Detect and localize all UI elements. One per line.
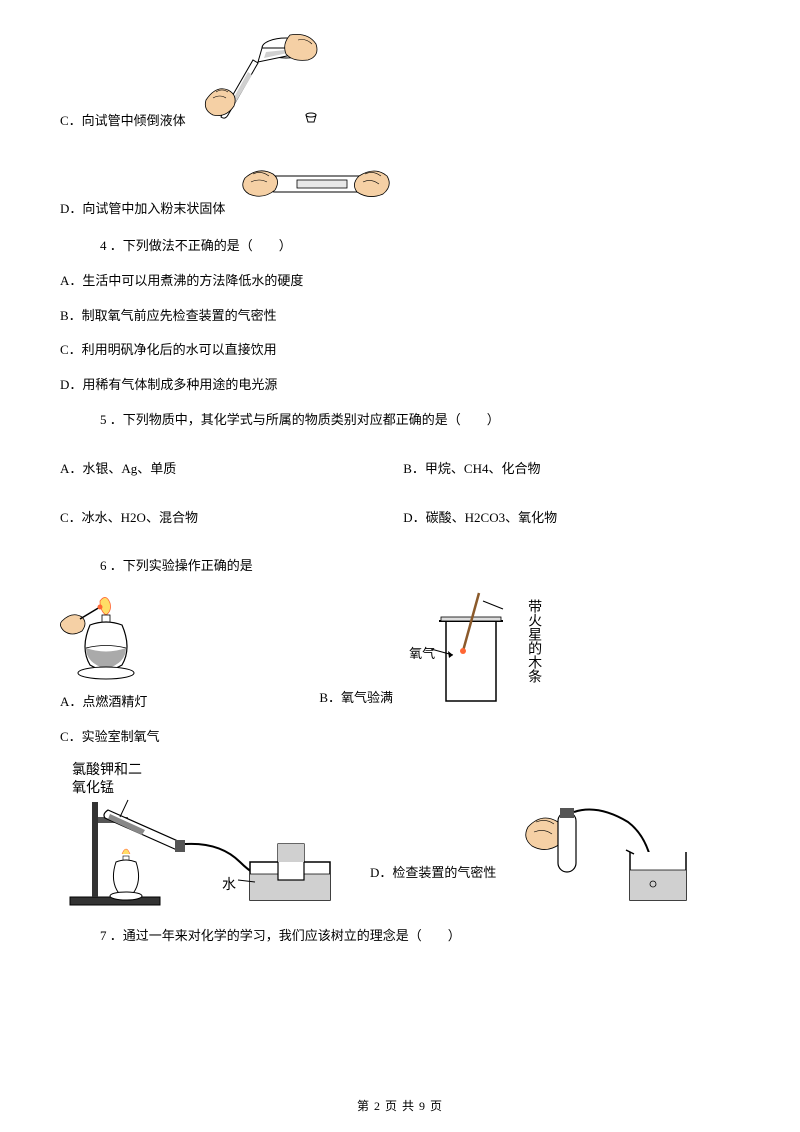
img-pour-liquid xyxy=(198,30,328,130)
q4-b: B．制取氧气前应先检查装置的气密性 xyxy=(60,306,740,327)
q6-c-water-label: 水 xyxy=(222,874,236,894)
q6-row-ab: A．点燃酒精灯 B．氧气验满 xyxy=(60,591,740,711)
option-d-row: D．向试管中加入粉末状固体 xyxy=(60,148,740,218)
q6-b-label: B．氧气验满 xyxy=(319,689,393,707)
q5-a: A．水银、Ag、单质 xyxy=(60,459,400,480)
img-oxygen-check: 带火星的木条 氧气 xyxy=(411,591,541,711)
option-d-label: D．向试管中加入粉末状固体 xyxy=(60,200,225,218)
img-add-powder xyxy=(237,148,397,218)
q7-stem: 7 ．通过一年来对化学的学习，我们应该树立的理念是（ ） xyxy=(100,926,740,947)
q4-d: D．用稀有气体制成多种用途的电光源 xyxy=(60,375,740,396)
q5-c: C．冰水、H2O、混合物 xyxy=(60,508,400,529)
q5-stem: 5 ．下列物质中，其化学式与所属的物质类别对应都正确的是（ ） xyxy=(100,410,740,431)
q6-c-reagent-label: 氯酸钾和二氧化锰 xyxy=(72,762,142,798)
q5-b: B．甲烷、CH4、化合物 xyxy=(403,459,540,480)
img-alcohol-lamp xyxy=(60,593,155,693)
q6-item-a: A．点燃酒精灯 xyxy=(60,593,159,711)
q4-stem: 4 ．下列做法不正确的是（ ） xyxy=(100,236,740,257)
img-airtight xyxy=(518,792,698,912)
q6-stem: 6 ．下列实验操作正确的是 xyxy=(100,556,740,577)
q4-c: C．利用明矾净化后的水可以直接饮用 xyxy=(60,340,740,361)
q6-c-label: C．实验室制氧气 xyxy=(60,727,740,748)
q6-b-stick-label: 带火星的木条 xyxy=(524,599,541,683)
q6-b-gas-label: 氧气 xyxy=(409,643,435,662)
option-c-label: C．向试管中倾倒液体 xyxy=(60,112,186,130)
img-lab-oxygen: 氯酸钾和二氧化锰 水 xyxy=(60,762,360,912)
option-c-row: C．向试管中倾倒液体 xyxy=(60,30,740,130)
q6-row-cd: 氯酸钾和二氧化锰 水 D．检查装置的气密性 xyxy=(60,762,740,912)
page-footer: 第 2 页 共 9 页 xyxy=(0,1097,800,1114)
q6-d-label: D．检查装置的气密性 xyxy=(370,864,496,882)
q6-a-label: A．点燃酒精灯 xyxy=(60,693,147,711)
q5-d: D．碳酸、H2CO3、氧化物 xyxy=(403,508,557,529)
q6-item-b: B．氧气验满 带火星的木条 氧气 xyxy=(319,591,541,711)
q4-a: A．生活中可以用煮沸的方法降低水的硬度 xyxy=(60,271,740,292)
